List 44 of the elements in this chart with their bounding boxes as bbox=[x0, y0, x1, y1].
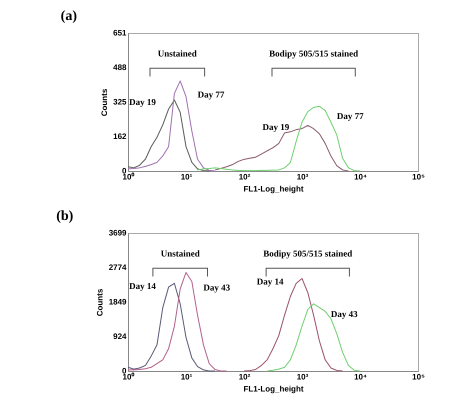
series-label: Day 19 bbox=[262, 122, 290, 132]
x-tick-label: 10⁰ bbox=[122, 372, 134, 382]
y-tick-label: 0 bbox=[122, 366, 128, 376]
y-tick-label: 488 bbox=[113, 63, 128, 72]
chart-title: (a) bbox=[60, 9, 78, 24]
annotation: Unstained bbox=[160, 248, 200, 259]
line-series bbox=[266, 303, 360, 372]
y-tick-label: 325 bbox=[113, 98, 128, 107]
series-label: Day 14 bbox=[129, 280, 156, 291]
x-tick-label: 10⁵ bbox=[412, 172, 426, 182]
y-tick-label: 651 bbox=[113, 28, 128, 38]
annotation: Bodipy 505/515 stained bbox=[263, 248, 352, 259]
x-tick-label: 10¹ bbox=[180, 172, 193, 182]
x-tick-label: 10³ bbox=[296, 172, 309, 182]
x-axis-title: FL1-Log_height bbox=[244, 384, 304, 394]
y-tick-label: 162 bbox=[113, 132, 128, 142]
x-tick-label: 10⁴ bbox=[354, 172, 367, 182]
y-axis-title: Counts bbox=[100, 88, 110, 116]
x-tick-label: 10² bbox=[238, 172, 251, 182]
x-tick-label: 10⁴ bbox=[354, 372, 367, 382]
x-tick-label: 10² bbox=[238, 372, 251, 382]
series-label: Day 43 bbox=[330, 308, 358, 319]
y-tick-label: 2774 bbox=[108, 263, 128, 272]
chart-title: (b) bbox=[56, 209, 74, 224]
series-label: Day 77 bbox=[336, 111, 364, 122]
y-axis-title: Counts bbox=[96, 288, 105, 316]
series-label: Day 19 bbox=[129, 97, 156, 108]
x-axis-title: FL1-Log_height bbox=[244, 184, 304, 194]
annotation: Unstained bbox=[158, 48, 197, 59]
y-tick-label: 0 bbox=[122, 166, 128, 176]
x-tick-label: 10¹ bbox=[180, 372, 193, 382]
y-tick-label: 3699 bbox=[108, 228, 128, 238]
line-series bbox=[128, 99, 210, 172]
x-tick-label: 10⁰ bbox=[122, 172, 134, 182]
x-tick-label: 10⁵ bbox=[412, 372, 426, 382]
line-series bbox=[214, 124, 349, 172]
line-series bbox=[128, 80, 216, 172]
annotation: Bodipy 505/515 stained bbox=[269, 48, 358, 59]
x-tick-label: 10³ bbox=[296, 372, 309, 382]
series-label: Day 43 bbox=[203, 282, 231, 292]
y-tick-label: 1849 bbox=[108, 298, 128, 307]
y-tick-label: 924 bbox=[113, 332, 128, 342]
series-label: Day 77 bbox=[198, 89, 225, 100]
series-label: Day 14 bbox=[256, 276, 284, 286]
